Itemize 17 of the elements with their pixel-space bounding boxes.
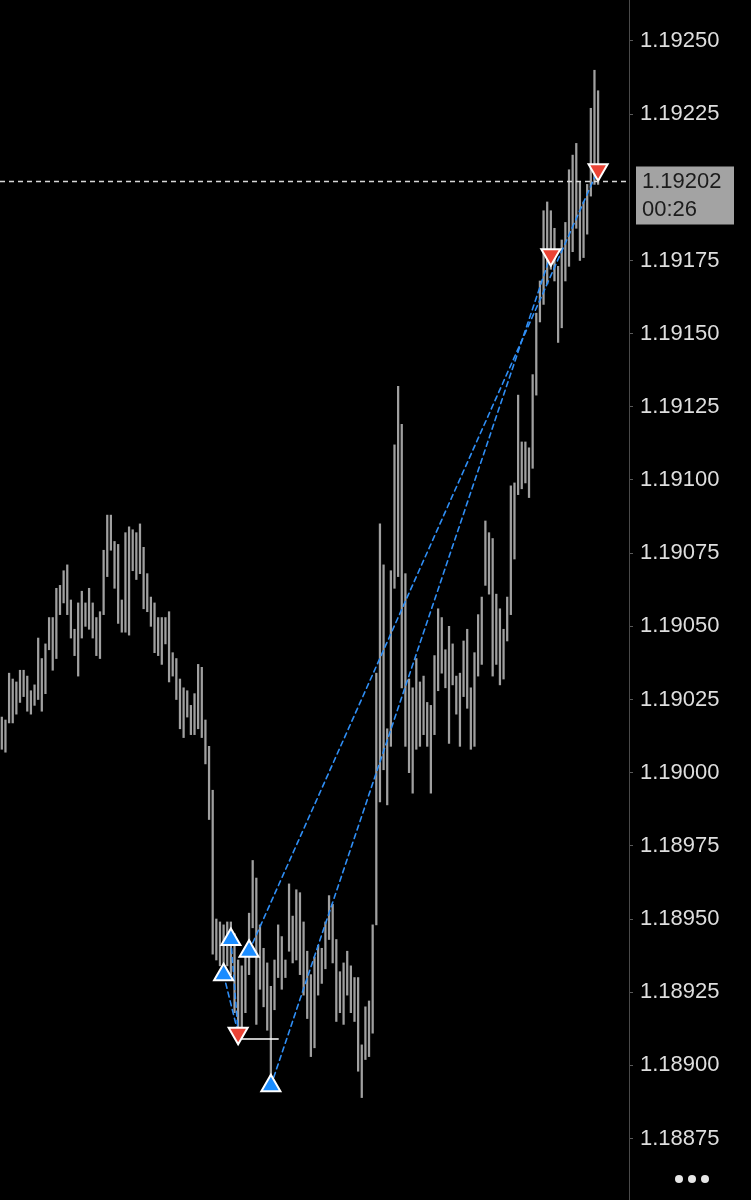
y-tick-label: 1.18975 bbox=[640, 831, 720, 857]
ref-line-label: 1.19202 bbox=[642, 167, 722, 193]
y-tick-label: 1.18875 bbox=[640, 1124, 720, 1150]
y-tick-label: 1.19050 bbox=[640, 612, 720, 638]
y-tick-label: 1.19175 bbox=[640, 246, 720, 272]
y-tick-label: 1.18950 bbox=[640, 905, 720, 931]
y-tick-label: 1.19225 bbox=[640, 100, 720, 126]
y-tick-label: 1.19025 bbox=[640, 685, 720, 711]
y-tick-label: 1.18900 bbox=[640, 1051, 720, 1077]
y-tick-label: 1.19150 bbox=[640, 319, 720, 345]
y-tick-label: 1.18925 bbox=[640, 978, 720, 1004]
y-tick-label: 1.19075 bbox=[640, 539, 720, 565]
y-tick-label: 1.19000 bbox=[640, 758, 720, 784]
y-tick-label: 1.19125 bbox=[640, 392, 720, 418]
y-tick-label: 1.19100 bbox=[640, 466, 720, 492]
text: 00:26 bbox=[642, 195, 698, 221]
y-tick-label: 1.19250 bbox=[640, 27, 720, 53]
